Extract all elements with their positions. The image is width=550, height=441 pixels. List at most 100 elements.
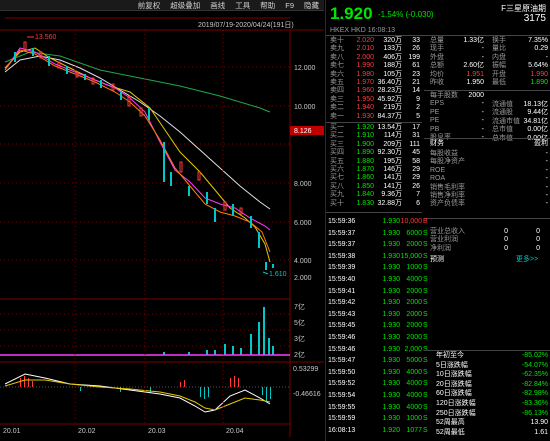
fin-label: 每股净资产 (430, 158, 465, 166)
fund-value: - (481, 108, 484, 116)
trade-volume: 2000 (406, 287, 422, 295)
fund-label: PE (430, 108, 440, 116)
trade-volume: 2000 (406, 299, 422, 307)
perf-value: -82.98% (521, 390, 548, 398)
volume-axis-labels: 7亿 5亿 3亿 2亿 (294, 302, 305, 359)
price-tick: 2.000 (294, 275, 312, 282)
fund-value: - (481, 100, 484, 108)
fund-label: EPS (430, 100, 445, 108)
bid-level: 买四 (330, 149, 344, 157)
kline-svg: 2019/07/19-2020/04/24(191日) 12.000 10.00… (0, 17, 324, 437)
stat-value: 1.890 (530, 79, 548, 86)
fin-label: ROA (430, 175, 446, 183)
ask-price: 1.940 (356, 104, 374, 112)
bid-volume: 13.54万 (377, 124, 402, 131)
ask-count: 33 (412, 37, 420, 44)
x-tick: 20.01 (3, 428, 21, 435)
price-tick: 8.000 (294, 181, 312, 188)
last-price-tag-text: 8.126 (294, 128, 312, 135)
ask-volume: 133万 (383, 45, 402, 53)
stat-label: 均价 (430, 70, 444, 78)
bid-level: 买九 (330, 191, 344, 199)
trade-side: S (423, 310, 428, 318)
bid-volume: 209万 (383, 140, 402, 148)
forecast-value: 0 (536, 236, 540, 244)
bid-price: 1.890 (356, 149, 374, 157)
toolbar-hide[interactable]: 隐藏 (304, 0, 319, 10)
toolbar-item[interactable]: 超级叠加 (170, 0, 201, 10)
perf-value: -83.36% (521, 400, 548, 407)
trade-price: 1.930 (382, 334, 400, 341)
stat-label: 昨收 (430, 79, 444, 86)
ask-level: 卖一 (330, 112, 344, 120)
x-tick: 20.04 (226, 428, 244, 435)
trade-volume: 15,000 (400, 252, 422, 260)
bid-level: 买十 (330, 199, 344, 207)
stat-label: 现手 (430, 45, 444, 53)
last-price: 1.920 (330, 4, 373, 23)
kline-chart[interactable]: 2019/07/19-2020/04/24(191日) 12.000 10.00… (0, 12, 324, 437)
stat-value: 1.33亿 (463, 37, 484, 44)
more-link[interactable]: 更多>> (516, 256, 539, 263)
bid-price: 1.900 (356, 140, 374, 148)
fund-label: PB (430, 125, 440, 133)
trade-volume: 4000 (406, 403, 422, 411)
fund-label: 股息率 (430, 134, 451, 142)
trade-time: 15:59:37 (328, 229, 356, 237)
trade-time: 15:59:46 (328, 334, 356, 341)
ask-volume: 45.92万 (377, 95, 402, 103)
fin-label: 资产负债率 (430, 200, 465, 208)
price-tick: 10.000 (294, 104, 316, 111)
bid-volume: 141万 (383, 182, 402, 190)
trade-price: 1.930 (382, 229, 400, 237)
stat-label: 最低 (492, 79, 506, 86)
trade-volume: 4000 (406, 368, 422, 376)
fund-value: 9.44亿 (527, 109, 548, 117)
trade-price: 1.930 (382, 310, 400, 318)
toolbar-item[interactable]: 工具 (235, 0, 251, 10)
trade-price: 1.930 (382, 415, 400, 423)
fund-value: 18.13亿 (523, 101, 548, 108)
toolbar-item[interactable]: 前复权 (137, 0, 161, 10)
ask-level: 卖四 (330, 87, 344, 95)
trade-price: 1.930 (382, 264, 400, 272)
trade-time: 15:59:59 (328, 415, 356, 423)
price-axis-labels: 12.000 10.000 8.000 6.000 4.000 2.000 (294, 65, 316, 282)
trade-price: 1.930 (382, 322, 400, 330)
candles-cyan (14, 48, 274, 270)
fund-label: 流通值 (492, 101, 513, 108)
toolbar-item[interactable]: 帮助 (260, 0, 276, 10)
ask-price: 2.020 (356, 37, 374, 44)
trade-side: S (423, 334, 428, 341)
trade-price: 1.930 (382, 241, 400, 249)
perf-value: -86.13% (521, 409, 548, 417)
ask-count: 5 (416, 112, 420, 120)
bid-count: 17 (412, 124, 420, 131)
forecast-label: 营业总收入 (430, 228, 465, 235)
fin-value: - (545, 192, 548, 199)
trade-price: 1.930 (382, 357, 400, 365)
trade-price: 1.930 (382, 276, 400, 283)
toolbar-item[interactable]: 画线 (210, 0, 226, 10)
trade-time: 15:59:37 (328, 241, 356, 249)
fin-value: - (545, 158, 548, 166)
bid-level: 买一 (330, 124, 344, 131)
ma-green (4, 51, 271, 113)
toolbar-item[interactable]: F9 (285, 0, 294, 10)
bid-count: 29 (412, 174, 420, 182)
forecast-value: 0 (504, 244, 508, 252)
ask-level: 卖九 (330, 45, 344, 53)
trade-time: 15:59:50 (328, 368, 356, 376)
stat-label: 内盘 (492, 53, 506, 61)
bid-level: 买三 (330, 140, 344, 148)
bid-volume: 195万 (383, 157, 402, 165)
stat-value: - (481, 53, 484, 61)
chart-toolbar: 前复权 超级叠加 画线 工具 帮助 F9 隐藏 (0, 0, 324, 11)
exchange-meta: HKEX HKD 16:08:13 (330, 27, 395, 34)
bid-price: 1.860 (356, 174, 374, 182)
macd-dif (4, 373, 271, 413)
ask-price: 1.980 (356, 70, 374, 78)
stat-value: 1.990 (530, 70, 548, 78)
trade-side: S (423, 252, 428, 260)
trade-time: 15:59:38 (328, 252, 356, 260)
